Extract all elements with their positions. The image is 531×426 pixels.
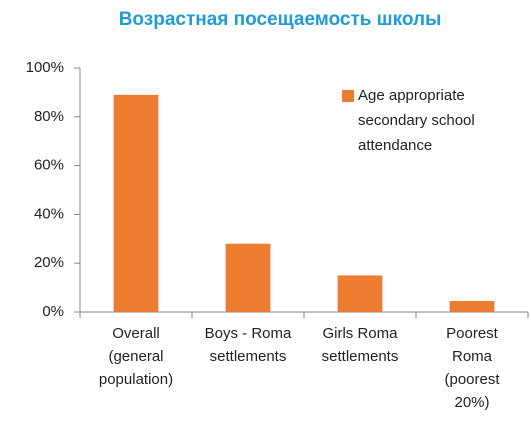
y-tick-label: 100%: [26, 59, 64, 76]
y-tick-label: 0%: [42, 303, 64, 320]
x-tick-label: Boys - Roma settlements: [205, 325, 292, 365]
chart-title: Возрастная посещаемость школы: [119, 9, 442, 30]
x-tick-label: Girls Roma settlements: [322, 325, 399, 365]
x-tick-label: Poorest Roma (poorest 20%): [444, 325, 500, 411]
bar: [225, 243, 271, 312]
y-tick-label: 60%: [34, 157, 64, 174]
y-tick-label: 20%: [34, 254, 64, 271]
x-tick-label: Overall (general population): [99, 325, 173, 388]
legend-swatch: [342, 90, 354, 102]
legend-label: Age appropriate secondary school attendanc…: [358, 87, 475, 154]
bar: [113, 94, 159, 312]
bar: [449, 301, 495, 312]
y-tick-label: 40%: [34, 205, 64, 222]
y-tick-label: 80%: [34, 108, 64, 125]
bar: [337, 275, 383, 312]
